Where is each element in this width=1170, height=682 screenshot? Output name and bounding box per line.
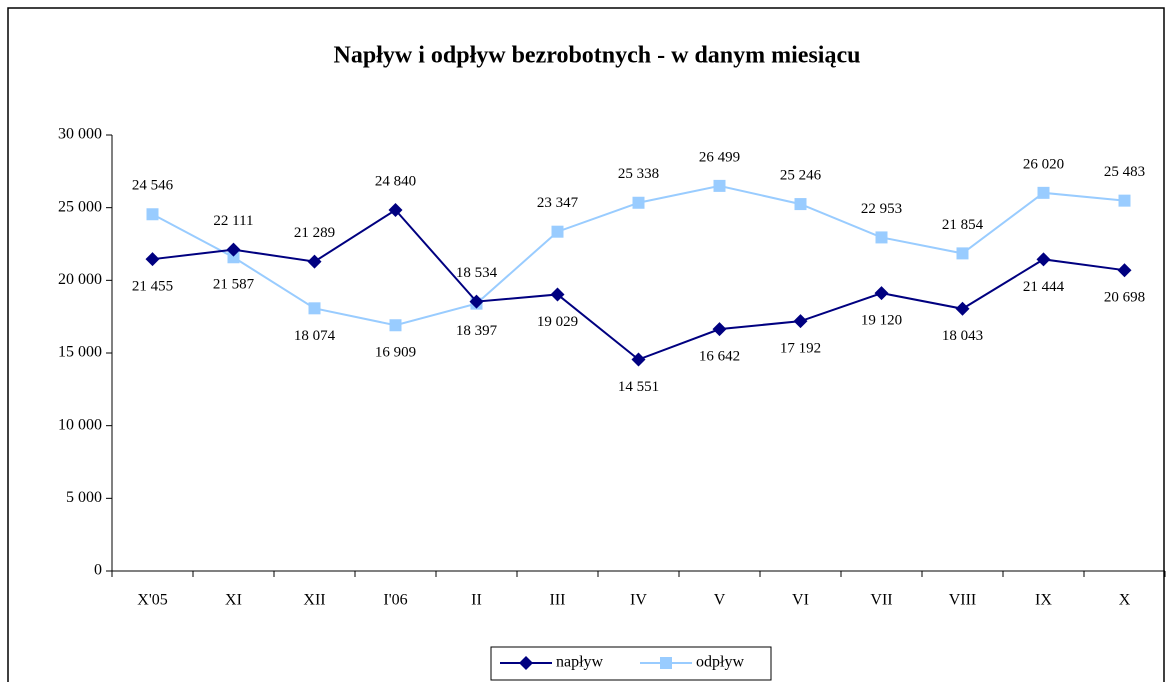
data-label: 26 020 [1023, 156, 1064, 172]
data-label: 23 347 [537, 195, 579, 211]
y-tick-label: 10 000 [58, 416, 102, 433]
data-label: 25 246 [780, 168, 822, 184]
data-label: 22 111 [213, 213, 253, 229]
marker [793, 314, 808, 329]
x-tick-label: X [1119, 592, 1131, 609]
x-tick-label: VIII [949, 592, 977, 609]
data-label: 21 444 [1023, 279, 1065, 295]
marker [226, 242, 241, 257]
y-tick-label: 5 000 [66, 489, 102, 506]
marker [389, 319, 402, 332]
marker [713, 179, 726, 192]
data-label: 18 043 [942, 328, 983, 344]
x-tick-label: X'05 [137, 592, 167, 609]
marker [712, 322, 727, 337]
data-label: 22 953 [861, 201, 902, 217]
data-label: 17 192 [780, 341, 821, 357]
legend-label: odpływ [696, 654, 744, 671]
x-tick-label: VII [870, 592, 892, 609]
y-tick-label: 20 000 [58, 271, 102, 288]
x-tick-label: IX [1035, 592, 1052, 609]
x-tick-label: VI [792, 592, 809, 609]
marker [632, 196, 645, 209]
data-label: 24 546 [132, 178, 174, 194]
marker [519, 656, 533, 670]
y-tick-label: 15 000 [58, 344, 102, 361]
data-label: 25 483 [1104, 164, 1145, 180]
x-tick-label: V [714, 592, 726, 609]
marker [1118, 194, 1131, 207]
data-label: 21 854 [942, 217, 984, 233]
data-label: 21 455 [132, 279, 173, 295]
marker [1036, 252, 1051, 267]
marker [469, 294, 484, 309]
marker [307, 254, 322, 269]
marker [955, 301, 970, 316]
chart-title: Napływ i odpływ bezrobotnych - w danym m… [334, 43, 861, 69]
data-label: 25 338 [618, 166, 659, 182]
marker [631, 352, 646, 367]
marker [145, 252, 160, 267]
data-label: 14 551 [618, 379, 659, 395]
data-label: 26 499 [699, 149, 740, 165]
data-label: 20 698 [1104, 290, 1145, 306]
data-label: 19 029 [537, 314, 578, 330]
marker [874, 286, 889, 301]
y-tick-label: 25 000 [58, 198, 102, 215]
marker [660, 657, 672, 669]
chart-frame [7, 7, 1165, 682]
marker [551, 225, 564, 238]
x-tick-label: II [471, 592, 482, 609]
marker [956, 247, 969, 260]
marker [308, 302, 321, 315]
marker [550, 287, 565, 302]
data-label: 16 642 [699, 349, 740, 365]
marker [146, 208, 159, 221]
data-label: 21 289 [294, 225, 335, 241]
marker [227, 251, 240, 264]
data-label: 19 120 [861, 313, 902, 329]
marker [1037, 186, 1050, 199]
x-tick-label: III [550, 592, 566, 609]
data-label: 18 397 [456, 323, 498, 339]
marker [875, 231, 888, 244]
marker [794, 198, 807, 211]
data-label: 21 587 [213, 277, 255, 293]
legend-label: napływ [556, 654, 604, 671]
data-label: 18 074 [294, 328, 336, 344]
x-tick-label: XI [225, 592, 242, 609]
y-tick-label: 30 000 [58, 126, 102, 143]
x-tick-label: I'06 [383, 592, 407, 609]
marker [388, 202, 403, 217]
y-tick-label: 0 [94, 562, 102, 579]
marker [1117, 263, 1132, 278]
data-label: 16 909 [375, 345, 416, 361]
data-label: 24 840 [375, 173, 416, 189]
x-tick-label: IV [630, 592, 647, 609]
x-tick-label: XII [303, 592, 325, 609]
data-label: 18 534 [456, 265, 498, 281]
